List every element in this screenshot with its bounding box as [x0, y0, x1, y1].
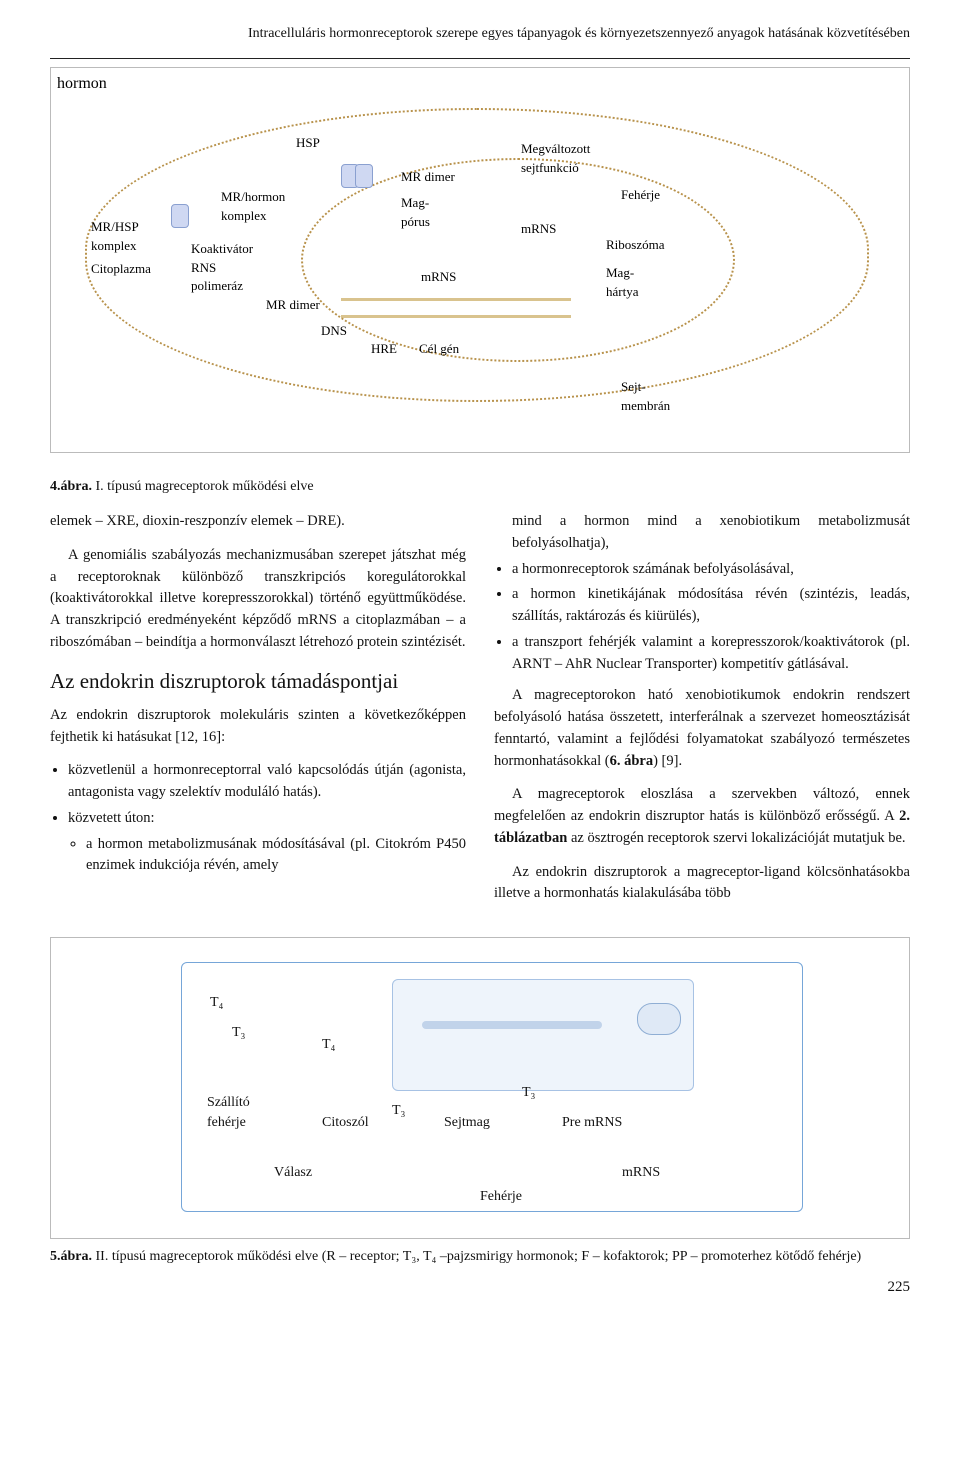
label-mr-dimer-lower: MR dimer: [266, 296, 320, 315]
page-number: 225: [50, 1277, 910, 1299]
label-mr-dimer-upper: MR dimer: [401, 168, 455, 187]
label-t4-a: T₄: [210, 993, 223, 1013]
p-left-2: A genomiális szabályozás mechanizmusában…: [50, 545, 466, 654]
bullet-r3: a transzport fehérjék valamint a korepre…: [512, 632, 910, 676]
bullet-direct: közvetlenül a hormonreceptorral való kap…: [68, 760, 466, 804]
label-t4-b: T₄: [322, 1035, 335, 1055]
receptor-icon: [355, 164, 373, 188]
p-right-cont: mind a hormon mind a xenobiotikum metabo…: [494, 511, 910, 555]
fig5-caption-text: II. típusú magreceptorok működési elve (…: [92, 1249, 861, 1264]
label-feherje: Fehérje: [480, 1187, 522, 1207]
label-mrns-inner: mRNS: [421, 268, 456, 287]
p-right-3: A magreceptorok eloszlása a szervekben v…: [494, 784, 910, 849]
p-right-2c: ) [9].: [653, 753, 682, 769]
p-right-2: A magreceptorokon ható xenobiotikumok en…: [494, 685, 910, 772]
label-maghartya: Mag- hártya: [606, 264, 638, 302]
nucleus-outline: [301, 158, 735, 362]
label-mr-hsp: MR/HSP komplex: [91, 218, 139, 256]
dna-strip: [341, 298, 571, 318]
label-pre-mrns: Pre mRNS: [562, 1113, 622, 1133]
label-citoplazma: Citoplazma: [91, 260, 151, 279]
label-szallito: Szállító fehérje: [207, 1093, 250, 1134]
figure-5-caption: 5.ábra. II. típusú magreceptorok működés…: [50, 1247, 910, 1267]
label-feherie: Fehérje: [621, 186, 660, 205]
fig5-caption-bold: 5.ábra.: [50, 1249, 92, 1264]
p-right-3c: az ösztrogén receptorok szervi lokalizác…: [567, 830, 905, 846]
p-right-4: Az endokrin diszruptorok a magreceptor-l…: [494, 862, 910, 906]
bullet-indirect: közvetett úton: a hormon metabolizmusána…: [68, 808, 466, 877]
pp-icon: [637, 1003, 681, 1035]
figure-5: T₄ T₃ T₄ Szállító fehérje Citoszól T₃ Se…: [50, 937, 910, 1239]
label-dns: DNS: [321, 322, 347, 341]
p-left-1: elemek – XRE, dioxin-reszponzív elemek –…: [50, 511, 466, 533]
label-koakt: Koaktivátor RNS polimeráz: [191, 240, 253, 297]
dna-bar-icon: [422, 1021, 602, 1029]
label-magporus: Mag- pórus: [401, 194, 430, 232]
bullet-indirect-label: közvetett úton:: [68, 810, 155, 826]
label-mr-hormon: MR/hormon komplex: [221, 188, 285, 226]
label-mrns-outer: mRNS: [521, 220, 556, 239]
running-header: Intracelluláris hormonreceptorok szerepe…: [50, 24, 910, 44]
receptor-icon: [171, 204, 189, 228]
figure-5-frame: T₄ T₃ T₄ Szállító fehérje Citoszól T₃ Se…: [181, 962, 803, 1212]
bullet-indirect-sub: a hormon metabolizmusának módosításával …: [86, 834, 466, 878]
p-left-3: Az endokrin diszruptorok molekuláris szi…: [50, 705, 466, 749]
label-t3-b: T₃: [392, 1101, 405, 1121]
label-celgen: Cél gén: [419, 340, 459, 359]
label-hormon: hormon: [57, 72, 107, 95]
label-hre: HRE: [371, 340, 397, 359]
p-right-3a: A magreceptorok eloszlása a szervekben v…: [494, 786, 910, 824]
label-sejtmag: Sejtmag: [444, 1113, 490, 1133]
label-megvaltozott: Megváltozott sejtfunkció: [521, 140, 590, 178]
label-hsp: HSP: [296, 134, 320, 153]
right-column: mind a hormon mind a xenobiotikum metabo…: [494, 511, 910, 917]
fig4-caption-bold: 4.ábra.: [50, 479, 92, 494]
p-right-2a: A magreceptorokon ható xenobiotikumok en…: [494, 687, 910, 768]
body-columns: elemek – XRE, dioxin-reszponzív elemek –…: [50, 511, 910, 917]
section-heading: Az endokrin diszruptorok támadáspontjai: [50, 668, 466, 695]
ref-fig6: 6. ábra: [610, 753, 654, 769]
label-valasz: Válasz: [274, 1163, 312, 1183]
nucleus-box-icon: [392, 979, 694, 1091]
left-bullets: közvetlenül a hormonreceptorral való kap…: [50, 760, 466, 877]
label-citoszol: Citoszól: [322, 1113, 369, 1133]
right-bullets: a hormonreceptorok számának befolyásolás…: [494, 559, 910, 676]
figure-4-caption: 4.ábra. I. típusú magreceptorok működési…: [50, 477, 910, 497]
left-column: elemek – XRE, dioxin-reszponzív elemek –…: [50, 511, 466, 917]
label-t3-c: T₃: [522, 1083, 535, 1103]
bullet-r2: a hormon kinetikájának módosítása révén …: [512, 584, 910, 628]
bullet-r1: a hormonreceptorok számának befolyásolás…: [512, 559, 910, 581]
header-rule: [50, 58, 910, 59]
label-riboszoma: Riboszóma: [606, 236, 665, 255]
label-mrns: mRNS: [622, 1163, 660, 1183]
fig4-caption-text: I. típusú magreceptorok működési elve: [92, 479, 314, 494]
figure-4: hormon MR/HSP komplex Citoplazma HSP MR/…: [50, 67, 910, 453]
label-t3-a: T₃: [232, 1023, 245, 1043]
label-sejtmembran: Sejt- membrán: [621, 378, 670, 416]
